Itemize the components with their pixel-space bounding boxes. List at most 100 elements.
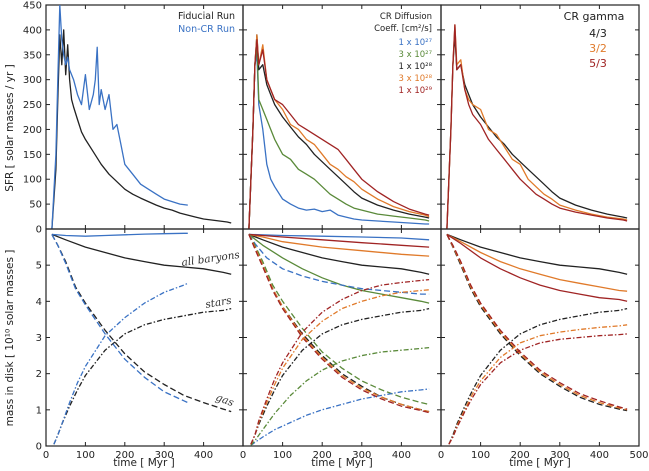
legend-entry-4-3: 4/3 bbox=[589, 27, 607, 40]
series-line bbox=[53, 307, 232, 445]
annotation-stars: stars bbox=[204, 294, 233, 310]
x-tick-label: 200 bbox=[115, 450, 134, 461]
series-line bbox=[250, 388, 430, 446]
legend-entry-3e27: 3 x 10²⁷ bbox=[399, 50, 433, 60]
y-axis-label-sfr: SFR [ solar masses / yr ] bbox=[4, 64, 16, 191]
legend-fiducial: Fiducial Run Non-CR Run bbox=[178, 11, 235, 35]
x-axis-label-2: time [ Myr ] bbox=[311, 457, 373, 469]
series-line bbox=[448, 307, 628, 445]
series-line bbox=[446, 24, 628, 229]
series-line bbox=[248, 233, 430, 275]
legend-title-diffusion: CR Diffusion bbox=[380, 12, 432, 22]
y-tick-label: 2 bbox=[36, 369, 42, 380]
y-tick-label: 50 bbox=[29, 200, 42, 211]
x-tick-label: 300 bbox=[155, 450, 174, 461]
panel-mass-fiducial: 0 1 2 3 4 5 0 100 200 300 400 bbox=[36, 228, 244, 461]
x-tick-label: 200 bbox=[313, 450, 332, 461]
axes-frame bbox=[440, 4, 640, 230]
series-line bbox=[446, 24, 628, 229]
series-group bbox=[446, 24, 628, 229]
series-line bbox=[248, 233, 430, 257]
series-line bbox=[248, 34, 430, 229]
y-tick-label: 150 bbox=[23, 150, 42, 161]
series-group bbox=[446, 233, 628, 445]
y-tick-label: 3 bbox=[36, 333, 42, 344]
series-line bbox=[446, 233, 628, 302]
x-axis-label-3: time [ Myr ] bbox=[509, 457, 571, 469]
series-line bbox=[248, 234, 430, 413]
series-group bbox=[248, 233, 430, 446]
series-group bbox=[248, 34, 430, 229]
series-line bbox=[248, 44, 430, 229]
legend-entry-1e29: 1 x 10²⁹ bbox=[399, 86, 433, 96]
series-line bbox=[446, 234, 628, 412]
series-group bbox=[51, 232, 232, 445]
x-tick-label: 0 bbox=[240, 450, 246, 461]
x-tick-label: 500 bbox=[629, 450, 648, 461]
y-tick-label: 200 bbox=[23, 125, 42, 136]
series-line bbox=[248, 233, 430, 241]
x-tick-label: 300 bbox=[550, 450, 569, 461]
panel-sfr-gamma bbox=[440, 4, 640, 230]
series-line bbox=[51, 232, 188, 237]
x-tick-label: 100 bbox=[273, 450, 292, 461]
series-line bbox=[248, 233, 430, 248]
series-line bbox=[448, 333, 628, 445]
series-line bbox=[446, 234, 628, 410]
series-line bbox=[53, 282, 189, 445]
series-group bbox=[51, 5, 232, 229]
annotation-all-baryons: all baryons bbox=[181, 249, 241, 269]
legend-entry-3e28: 3 x 10²⁸ bbox=[399, 74, 433, 84]
legend-diffusion: CR Diffusion Coeff. [cm²/s] 1 x 10²⁷ 3 x… bbox=[374, 12, 433, 96]
series-line bbox=[248, 234, 430, 406]
y-tick-label: 4 bbox=[36, 297, 42, 308]
legend-entry-fiducial: Fiducial Run bbox=[178, 11, 235, 22]
series-line bbox=[250, 307, 430, 445]
x-tick-label: 0 bbox=[438, 450, 444, 461]
y-tick-label: 400 bbox=[23, 25, 42, 36]
y-tick-label: 300 bbox=[23, 75, 42, 86]
legend-title-gamma: CR gamma bbox=[564, 10, 625, 23]
y-tick-label: 0 bbox=[36, 225, 42, 236]
y-tick-label: 250 bbox=[23, 100, 42, 111]
series-line bbox=[248, 234, 430, 414]
series-line bbox=[250, 346, 430, 446]
legend-entry-3-2: 3/2 bbox=[589, 42, 607, 55]
series-line bbox=[51, 29, 232, 229]
legend-entry-1e27: 1 x 10²⁷ bbox=[399, 38, 433, 48]
series-line bbox=[446, 233, 628, 292]
x-tick-label: 400 bbox=[590, 450, 609, 461]
series-line bbox=[248, 234, 430, 295]
y-tick-label: 350 bbox=[23, 50, 42, 61]
y-tick-label: 0 bbox=[36, 442, 42, 453]
series-line bbox=[248, 39, 430, 229]
y-tick-label: 5 bbox=[36, 261, 42, 272]
x-tick-label: 300 bbox=[352, 450, 371, 461]
x-axis-label-1: time [ Myr ] bbox=[113, 457, 175, 469]
x-tick-label: 400 bbox=[194, 450, 213, 461]
x-tick-label: 0 bbox=[43, 450, 49, 461]
series-line bbox=[446, 234, 628, 411]
y-tick-label: 1 bbox=[36, 405, 42, 416]
series-line bbox=[248, 54, 430, 229]
panel-mass-gamma: 100 200 300 400 500 0 bbox=[438, 228, 649, 461]
legend-entry-1e28: 1 x 10²⁸ bbox=[399, 62, 433, 72]
series-line bbox=[51, 233, 232, 275]
x-tick-label: 200 bbox=[511, 450, 530, 461]
x-tick-label: 100 bbox=[471, 450, 490, 461]
axes-frame bbox=[45, 4, 244, 230]
series-line bbox=[250, 278, 430, 445]
legend-entry-5-3: 5/3 bbox=[589, 57, 607, 70]
series-line bbox=[446, 233, 628, 275]
x-tick-label: 400 bbox=[392, 450, 411, 461]
series-line bbox=[250, 289, 430, 445]
series-line bbox=[51, 5, 188, 229]
series-line bbox=[448, 324, 628, 445]
series-line bbox=[51, 234, 232, 413]
y-tick-label: 450 bbox=[23, 1, 42, 12]
y-tick-label: 100 bbox=[23, 175, 42, 186]
legend-title-coeff: Coeff. [cm²/s] bbox=[374, 24, 432, 34]
legend-entry-noncr: Non-CR Run bbox=[178, 24, 235, 35]
